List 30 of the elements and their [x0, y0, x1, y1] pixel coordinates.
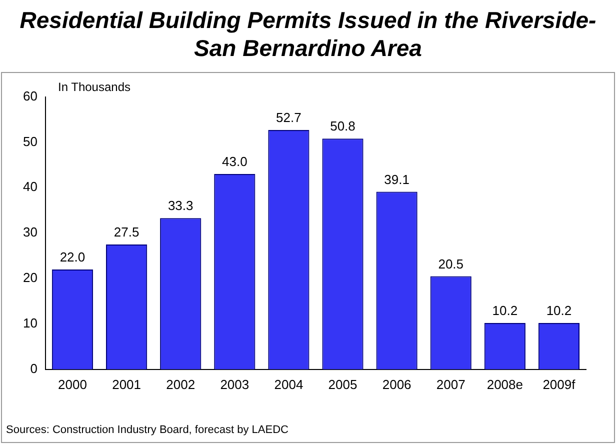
x-tick-label: 2004	[274, 376, 304, 392]
y-axis-title: In Thousands	[58, 80, 130, 94]
data-label: 43.0	[222, 154, 248, 170]
data-label: 10.2	[492, 303, 518, 318]
y-tick-label: 10	[22, 316, 38, 331]
y-tick-label: 20	[22, 270, 38, 286]
x-tick-label: 2001	[112, 376, 141, 392]
x-tick-label: 2002	[166, 376, 196, 392]
x-tick-label: 2005	[328, 376, 358, 392]
data-label: 10.2	[546, 303, 572, 318]
y-tick-label: 40	[22, 179, 38, 194]
x-tick-label: 2009f	[542, 376, 576, 392]
data-label: 52.7	[276, 110, 302, 126]
y-tick-label: 0	[30, 360, 38, 376]
data-label: 22.0	[60, 250, 86, 265]
y-tick-label: 50	[22, 134, 38, 149]
data-label: 27.5	[114, 224, 140, 240]
chart-title: Residential Building Permits Issued in the Riverside-San Bernardino Area	[18, 6, 598, 62]
data-label: 50.8	[330, 118, 356, 134]
x-tick-label: 2008e	[486, 376, 523, 392]
y-tick-label: 60	[22, 88, 38, 104]
y-tick-label: 30	[22, 224, 38, 240]
x-tick-label: 2006	[382, 376, 412, 392]
source-note: Sources: Construction Industry Board, forecast by LAEDC	[6, 424, 288, 436]
x-tick-label: 2000	[58, 376, 87, 392]
data-label: 33.3	[168, 198, 194, 214]
data-label: 20.5	[438, 256, 464, 272]
data-label: 39.1	[384, 172, 410, 187]
x-tick-label: 2007	[436, 376, 466, 392]
x-tick-label: 2003	[220, 376, 250, 392]
